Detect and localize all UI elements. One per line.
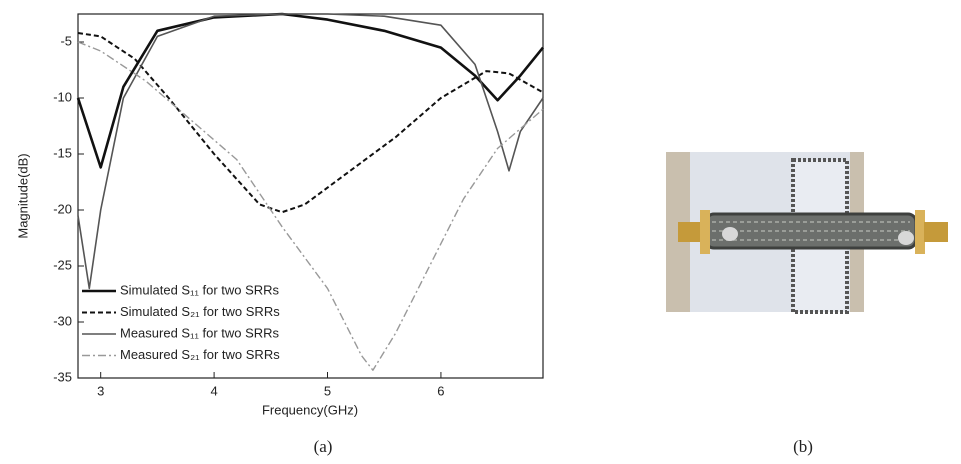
legend-label: Measured S₁₁ for two SRRs (120, 325, 280, 340)
y-tick-label: -35 (53, 369, 72, 384)
x-tick-label: 4 (210, 383, 217, 398)
y-tick-label: -10 (53, 89, 72, 104)
plot-frame (77, 13, 544, 379)
data-line (76, 12, 545, 169)
y-tick-label: -25 (53, 257, 72, 272)
data-line (77, 13, 544, 290)
y-tick-label: -5 (60, 33, 72, 48)
y-tick-label: -20 (53, 201, 72, 216)
legend-label: Simulated S₁₁ for two SRRs (120, 282, 280, 297)
y-tick-label: -30 (53, 313, 72, 328)
y-axis-label: Magnitude(dB) (15, 153, 30, 238)
prototype-photo (666, 152, 948, 314)
caption: (b) (793, 437, 813, 456)
x-tick-label: 5 (324, 383, 331, 398)
x-axis-label: Frequency(GHz) (262, 402, 358, 417)
caption: (a) (314, 437, 333, 456)
y-tick-label: -15 (53, 145, 72, 160)
x-tick-label: 3 (97, 383, 104, 398)
data-line (77, 41, 544, 371)
x-tick-label: 6 (437, 383, 444, 398)
legend-label: Measured S₂₁ for two SRRs (120, 347, 280, 362)
legend-label: Simulated S₂₁ for two SRRs (120, 304, 280, 319)
